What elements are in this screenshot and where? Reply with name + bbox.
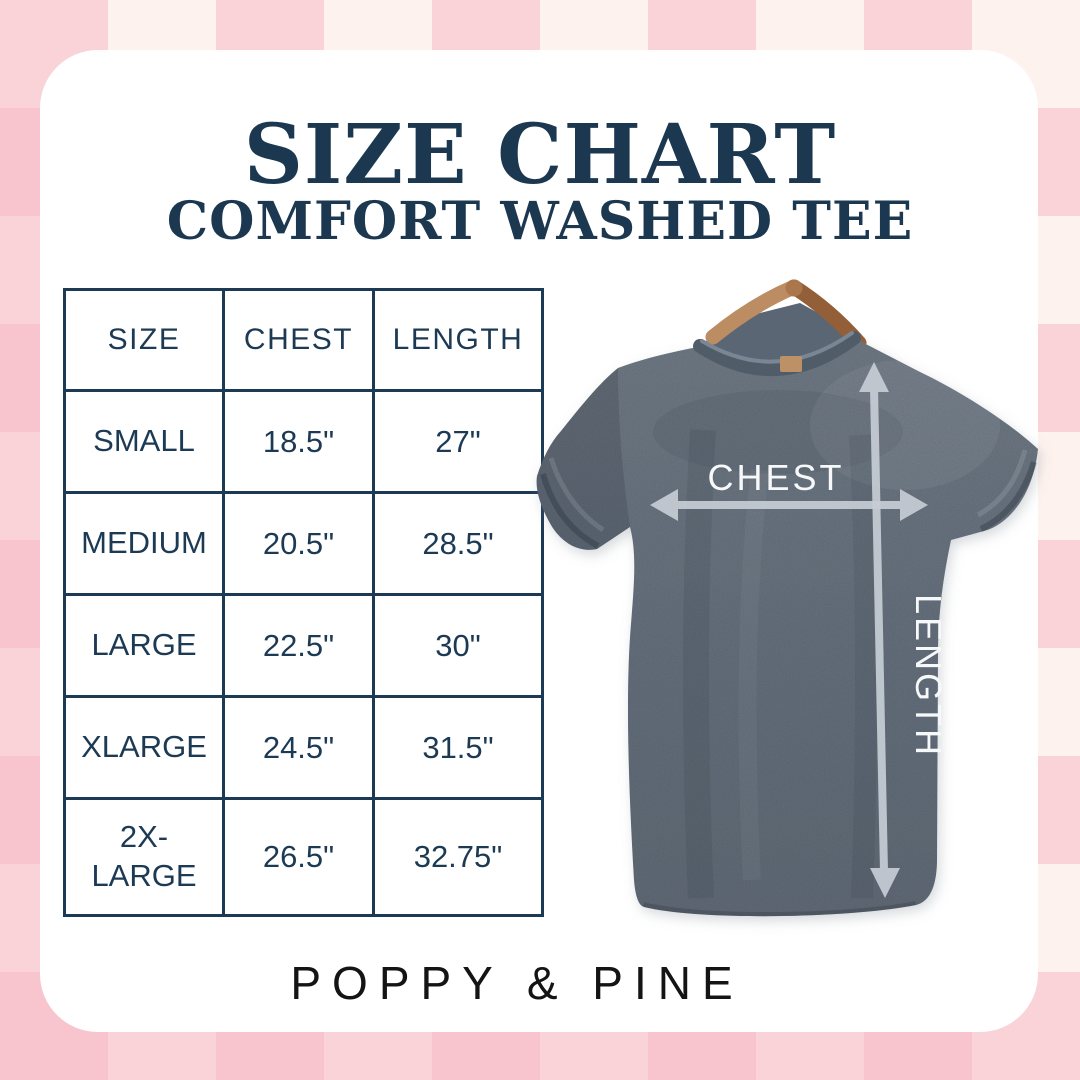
length-arrow: [859, 362, 900, 898]
brand-name: POPPY & PINE: [290, 957, 744, 1009]
column-header-chest: CHEST: [222, 288, 375, 392]
chest-cell: 22.5": [222, 593, 375, 698]
collar: [693, 331, 861, 377]
table-row: SMALL 18.5" 27": [63, 389, 544, 494]
length-cell: 30": [372, 593, 544, 698]
page-subtitle: COMFORT WASHED TEE: [166, 191, 914, 252]
chest-cell: 24.5": [222, 695, 375, 800]
column-header-size: SIZE: [63, 288, 225, 392]
chest-label: CHEST: [707, 457, 844, 498]
size-cell: SMALL: [63, 389, 225, 494]
neck-tag: [780, 356, 802, 372]
chest-cell: 18.5": [222, 389, 375, 494]
table-row: LARGE 22.5" 30": [63, 593, 544, 698]
sleeve-cuffs: [540, 449, 1037, 549]
length-cell: 27": [372, 389, 544, 494]
length-label: LENGTH: [908, 594, 949, 758]
length-cell: 28.5": [372, 491, 544, 596]
length-cell: 31.5": [372, 695, 544, 800]
page-title: SIZE CHART: [243, 107, 837, 203]
column-header-length: LENGTH: [372, 288, 544, 392]
chest-arrow: [650, 489, 928, 521]
length-cell: 32.75": [372, 797, 544, 917]
shirt-shading: [536, 339, 1038, 917]
chest-cell: 26.5": [222, 797, 375, 917]
size-cell: 2X- LARGE: [63, 797, 225, 917]
size-table: SIZE CHEST LENGTH SMALL 18.5" 27" MEDIUM…: [63, 288, 544, 917]
size-cell: LARGE: [63, 593, 225, 698]
size-cell: MEDIUM: [63, 491, 225, 596]
table-header-row: SIZE CHEST LENGTH: [63, 288, 544, 392]
chest-cell: 20.5": [222, 491, 375, 596]
table-row: MEDIUM 20.5" 28.5": [63, 491, 544, 596]
size-cell: XLARGE: [63, 695, 225, 800]
table-row: XLARGE 24.5" 31.5": [63, 695, 544, 800]
table-row: 2X- LARGE 26.5" 32.75": [63, 797, 544, 917]
